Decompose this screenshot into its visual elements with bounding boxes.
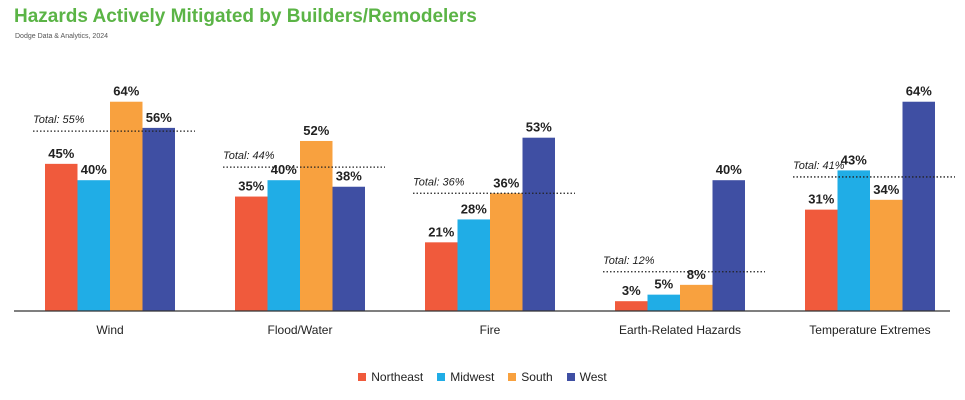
bar-temperature-extremes-midwest xyxy=(837,170,870,311)
total-label-fire: Total: 36% xyxy=(413,176,465,188)
value-label-earth-related-hazards-midwest: 5% xyxy=(654,277,673,292)
legend-swatch-south xyxy=(508,373,517,381)
bar-fire-midwest xyxy=(457,219,490,311)
bar-wind-northeast xyxy=(45,163,78,311)
total-label-wind: Total: 55% xyxy=(33,114,85,126)
value-label-wind-south: 64% xyxy=(113,84,139,99)
legend-label-northeast: Northeast xyxy=(371,370,424,384)
bar-fire-west xyxy=(522,137,555,311)
legend-swatch-west xyxy=(566,373,575,381)
value-label-wind-midwest: 40% xyxy=(81,162,107,177)
bar-temperature-extremes-west xyxy=(902,101,935,311)
legend-label-midwest: Midwest xyxy=(450,370,495,384)
chart-subtitle: Dodge Data & Analytics, 2024 xyxy=(15,33,109,40)
legend-swatch-northeast xyxy=(358,373,367,381)
legend-swatch-midwest xyxy=(437,373,446,381)
category-label-temperature-extremes: Temperature Extremes xyxy=(809,323,930,337)
bar-fire-northeast xyxy=(425,242,458,311)
bar-flood-water-south xyxy=(300,140,333,311)
bar-chart: 45% 40% 64% 56% Total: 55% Wind 35% 40% 52% 38% To… xyxy=(14,84,955,337)
value-label-fire-west: 53% xyxy=(526,120,552,135)
bar-wind-midwest xyxy=(77,180,110,311)
value-label-wind-northeast: 45% xyxy=(48,146,74,161)
bar-earth-related-hazards-west xyxy=(712,180,745,311)
category-label-fire: Fire xyxy=(480,323,501,337)
value-label-fire-midwest: 28% xyxy=(461,201,487,216)
bar-wind-south xyxy=(110,101,143,311)
value-label-temperature-extremes-west: 64% xyxy=(906,84,932,99)
bar-wind-west xyxy=(142,127,175,311)
legend-item-northeast: Northeast xyxy=(358,370,423,384)
legend-item-midwest: Midwest xyxy=(437,370,494,384)
value-label-temperature-extremes-northeast: 31% xyxy=(808,192,834,207)
legend-label-south: South xyxy=(521,370,553,384)
total-label-earth-related-hazards: Total: 12% xyxy=(603,255,655,267)
value-label-temperature-extremes-midwest: 43% xyxy=(841,152,867,167)
bar-temperature-extremes-northeast xyxy=(805,209,838,311)
bar-earth-related-hazards-midwest xyxy=(647,294,680,311)
bar-flood-water-west xyxy=(332,186,365,311)
legend-item-west: West xyxy=(566,370,607,384)
legend-label-west: West xyxy=(579,370,607,384)
chart-title: Hazards Actively Mitigated by Builders/R… xyxy=(14,6,477,27)
bar-earth-related-hazards-south xyxy=(680,284,713,311)
value-label-flood-water-south: 52% xyxy=(303,123,329,138)
value-label-wind-west: 56% xyxy=(146,110,172,125)
category-label-earth-related-hazards: Earth-Related Hazards xyxy=(619,323,741,337)
legend-item-south: South xyxy=(508,370,553,384)
bar-earth-related-hazards-northeast xyxy=(615,301,648,311)
value-label-fire-northeast: 21% xyxy=(428,224,454,239)
value-label-earth-related-hazards-northeast: 3% xyxy=(622,283,641,298)
bar-temperature-extremes-south xyxy=(870,199,903,311)
bar-flood-water-northeast xyxy=(235,196,268,311)
total-label-temperature-extremes: Total: 41% xyxy=(793,160,845,172)
category-label-flood-water: Flood/Water xyxy=(268,323,333,337)
value-label-fire-south: 36% xyxy=(493,175,519,190)
value-label-flood-water-midwest: 40% xyxy=(271,162,297,177)
value-label-flood-water-northeast: 35% xyxy=(238,179,264,194)
value-label-flood-water-west: 38% xyxy=(336,169,362,184)
value-label-temperature-extremes-south: 34% xyxy=(873,182,899,197)
value-label-earth-related-hazards-south: 8% xyxy=(687,267,706,282)
bar-fire-south xyxy=(490,193,523,311)
total-label-flood-water: Total: 44% xyxy=(223,150,275,162)
legend: Northeast Midwest South West xyxy=(0,370,965,384)
bar-flood-water-midwest xyxy=(267,180,300,311)
category-label-wind: Wind xyxy=(96,323,123,337)
value-label-earth-related-hazards-west: 40% xyxy=(716,162,742,177)
